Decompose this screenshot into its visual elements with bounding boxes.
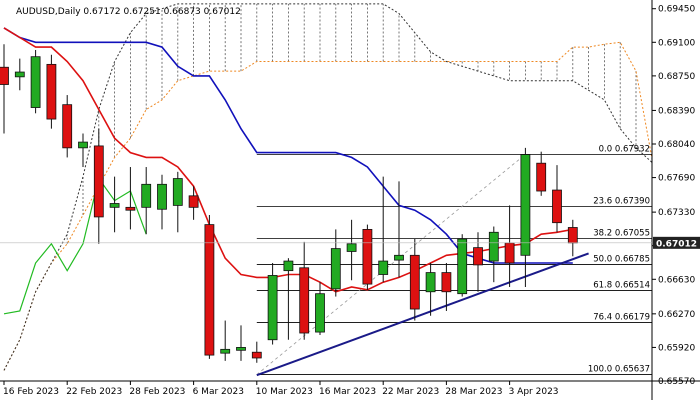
candle-up [30, 56, 41, 108]
candle-up [220, 348, 231, 354]
candle-down [441, 272, 452, 293]
y-tick-label: 0.65920 [658, 343, 695, 353]
candle-down [362, 228, 373, 285]
x-tick-label: 22 Feb 2023 [66, 387, 122, 397]
ichimoku-cloud [3, 3, 653, 371]
candle-up [425, 272, 436, 293]
candle-down [536, 162, 547, 192]
candle-up [283, 260, 294, 272]
fib-label: 38.2 0.67055 [593, 229, 650, 239]
candle-down [504, 242, 515, 264]
senkou-span-a [3, 41, 653, 371]
x-tick-label: 22 Mar 2023 [382, 387, 439, 397]
fib-label: 0.0 0.67932 [599, 144, 650, 154]
candle-up [488, 231, 499, 262]
fib-label: 76.4 0.66179 [593, 313, 650, 323]
x-tick-label: 3 Apr 2023 [509, 387, 559, 397]
y-tick-label: 0.68750 [658, 72, 695, 82]
chikou-span-line [3, 177, 147, 315]
current-price-tag [653, 236, 700, 249]
candle-up [330, 248, 341, 290]
y-tick-label: 0.66630 [658, 275, 695, 285]
x-tick-label: 16 Mar 2023 [319, 387, 376, 397]
candle-down [46, 63, 57, 120]
candle-down [93, 145, 104, 218]
candle-down [567, 227, 578, 244]
y-tick-label: 0.65570 [658, 377, 695, 387]
candle-down [125, 206, 136, 211]
candle-up [14, 71, 25, 78]
y-tick-label: 0.68390 [658, 106, 695, 116]
candle-up [520, 154, 531, 256]
x-tick-label: 6 Mar 2023 [193, 387, 244, 397]
candles [0, 44, 578, 363]
x-tick-label: 10 Mar 2023 [256, 387, 313, 397]
candle-up [141, 183, 152, 208]
candle-up [157, 183, 167, 210]
y-tick-label: 0.68040 [658, 140, 695, 150]
candle-down [0, 66, 9, 85]
candle-up [109, 203, 120, 208]
chart-title: AUDUSD,Daily 0.67172 0.67251 0.66873 0.6… [16, 7, 241, 17]
x-tick-label: 28 Mar 2023 [445, 387, 502, 397]
y-tick-label: 0.66270 [658, 310, 695, 320]
x-tick-label: 28 Feb 2023 [129, 387, 185, 397]
chart-symbol: AUDUSD,Daily [16, 7, 83, 17]
fib-label: 61.8 0.66514 [593, 280, 650, 290]
current-price-label: 0.67012 [656, 239, 697, 249]
candle-down [62, 104, 73, 149]
candle-down [552, 189, 562, 224]
candle-down [251, 351, 262, 359]
trendline [256, 252, 589, 377]
candle-up [315, 293, 325, 333]
y-tick-label: 0.69450 [658, 5, 695, 15]
candle-down [473, 247, 483, 266]
candle-up [346, 243, 357, 252]
y-tick-label: 0.69100 [658, 38, 695, 48]
candle-up [236, 347, 246, 351]
senkou-span-b [3, 3, 653, 371]
fib-diagonal [256, 154, 526, 375]
candle-down [204, 224, 215, 356]
candle-up [378, 260, 389, 275]
y-tick-label: 0.67690 [658, 174, 695, 184]
fib-label: 23.6 0.67390 [593, 196, 650, 206]
candle-up [172, 178, 183, 206]
y-tick-label: 0.67330 [658, 208, 695, 218]
x-tick-label: 16 Feb 2023 [3, 387, 59, 397]
candle-down [409, 254, 420, 310]
fib-label: 100.0 0.65637 [588, 365, 650, 375]
fib-label: 50.0 0.66785 [593, 254, 650, 264]
candle-down [299, 267, 310, 334]
candle-up [457, 238, 468, 295]
chart-ohlc: 0.67172 0.67251 0.66873 0.67012 [83, 7, 240, 17]
candle-up [267, 275, 278, 341]
candle-up [394, 254, 404, 261]
fib-levels: 0.0 0.67932 23.6 0.67390 38.2 0.67055 50.0 … [256, 144, 652, 375]
candle-down [188, 195, 199, 208]
candle-up [78, 141, 88, 149]
